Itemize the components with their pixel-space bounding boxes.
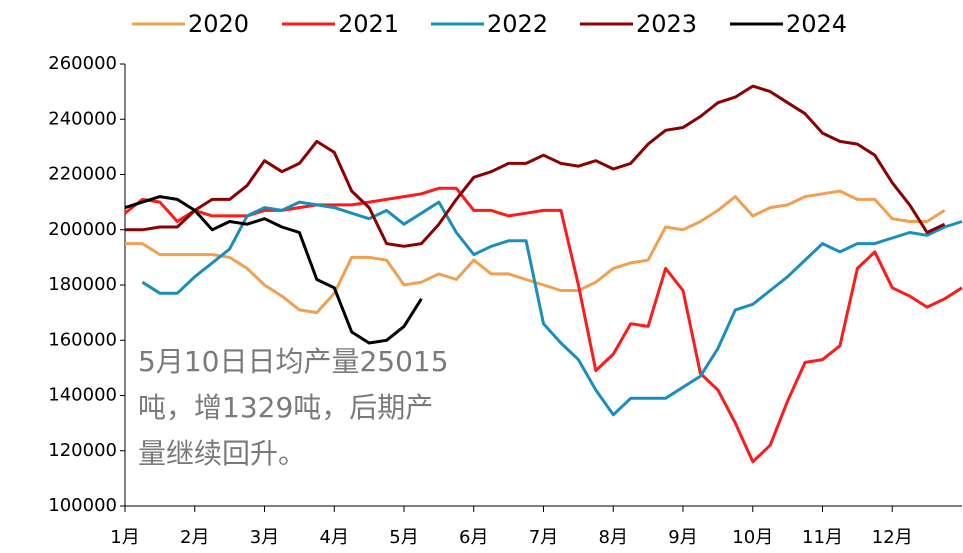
series-line [124,195,423,345]
y-tick-label: 140000 [48,385,117,406]
annotation: 5月10日日均产量25015 [138,345,449,378]
y-tick-label: 100000 [48,495,117,516]
y-tick-label: 180000 [48,274,117,295]
legend-label: 2021 [338,10,399,38]
annotation: 量继续回升。 [138,437,306,470]
x-tick-label: 3月 [250,527,279,548]
annotation: 吨，增1329吨，后期产 [138,391,433,424]
x-tick-label: 6月 [459,527,488,548]
series-line [124,186,963,464]
series-line [125,189,946,315]
x-tick-label: 2月 [180,527,209,548]
x-tick-label: 11月 [802,527,843,548]
series-line [125,84,946,248]
series-line [141,200,963,417]
x-tick-label: 9月 [668,527,697,548]
x-tick-label: 10月 [732,527,773,548]
x-tick-label: 12月 [872,527,913,548]
y-tick-label: 160000 [48,329,117,350]
x-tick-label: 1月 [110,527,139,548]
x-tick-label: 4月 [320,527,349,548]
y-tick-label: 120000 [48,440,117,461]
x-tick-label: 7月 [529,527,558,548]
legend-label: 2023 [636,10,697,38]
x-tick-label: 5月 [389,527,418,548]
x-tick-label: 8月 [599,527,628,548]
y-tick-label: 220000 [48,164,117,185]
y-tick-label: 200000 [48,219,117,240]
y-tick-label: 260000 [48,53,117,74]
legend-label: 2020 [188,10,249,38]
y-tick-label: 240000 [48,108,117,129]
legend-label: 2024 [786,10,847,38]
legend-label: 2022 [487,10,548,38]
